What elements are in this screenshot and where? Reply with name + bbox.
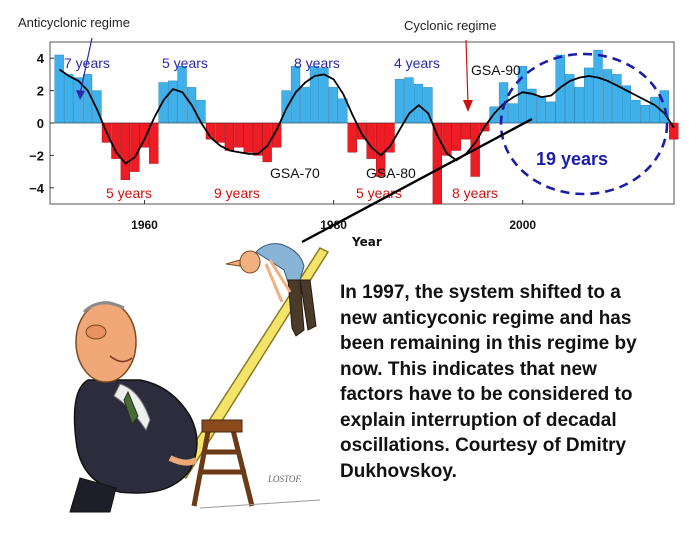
bar-2012 bbox=[631, 100, 641, 124]
shift-pointer-line bbox=[301, 117, 533, 244]
gsa-70-label: GSA-70 bbox=[270, 165, 320, 181]
bar-2009 bbox=[602, 69, 613, 124]
bar-1990 bbox=[423, 87, 433, 124]
bar-2010 bbox=[612, 74, 622, 124]
bar-1984 bbox=[366, 122, 376, 159]
ground-line bbox=[199, 499, 321, 509]
bar-1980 bbox=[328, 87, 338, 124]
bar-1959 bbox=[130, 122, 140, 172]
bar-1970 bbox=[234, 122, 244, 148]
y-tick-label: 0 bbox=[37, 116, 44, 131]
x-axis-label: Year bbox=[351, 235, 382, 249]
y-tick-label: 2 bbox=[37, 84, 44, 99]
bar-1999 bbox=[508, 103, 518, 124]
caption-line: explain interruption of decadal bbox=[340, 409, 617, 431]
bar-1961 bbox=[149, 122, 159, 164]
cyclonic-arrow bbox=[465, 39, 469, 105]
bar-2003 bbox=[546, 101, 556, 124]
seesaw-trestle bbox=[191, 425, 255, 507]
y-tick-label: 4 bbox=[37, 51, 45, 66]
anticyclonic-regime-label: Anticyclonic regime bbox=[18, 15, 130, 30]
bar-2004 bbox=[555, 54, 565, 124]
y-tick-label: −2 bbox=[29, 148, 44, 163]
cyclonic-arrowhead bbox=[463, 100, 473, 112]
bar-1994 bbox=[461, 122, 471, 140]
caption-line: now. This indicates that new bbox=[340, 358, 597, 380]
bar-1951 bbox=[54, 54, 64, 124]
y-tick-label: −4 bbox=[29, 181, 45, 196]
bar-2006 bbox=[574, 87, 584, 124]
bar-2014 bbox=[650, 96, 660, 124]
x-tick-label: 1960 bbox=[131, 218, 158, 232]
caption-line: factors have to be considered to bbox=[340, 384, 633, 405]
bar-1971 bbox=[243, 122, 253, 153]
anticyclonic-arrowhead bbox=[76, 90, 85, 100]
bar-1986 bbox=[385, 122, 395, 153]
bar-1976 bbox=[290, 66, 301, 124]
highlight-ellipse bbox=[499, 52, 669, 196]
bar-2013 bbox=[640, 104, 651, 124]
bar-1987 bbox=[394, 79, 405, 124]
big-man-figure bbox=[69, 301, 198, 513]
chart-figure: 420−2−4 196019802000 Year Anticyclonic r… bbox=[18, 15, 679, 249]
bar-1958 bbox=[120, 122, 131, 180]
smoothed-series-line bbox=[58, 68, 675, 165]
bar-1966 bbox=[196, 100, 206, 124]
bar-1952 bbox=[63, 74, 74, 124]
caption-line: Dukhovskoy. bbox=[340, 460, 457, 482]
trestle-top bbox=[201, 419, 243, 433]
bar-1992 bbox=[442, 122, 452, 156]
thin-man-figure bbox=[225, 243, 317, 337]
bar-1968 bbox=[215, 122, 225, 143]
highlight-label: 19 years bbox=[536, 149, 608, 169]
bar-1963 bbox=[167, 80, 178, 124]
caption-line: new anticyconic regime and has bbox=[340, 307, 632, 329]
gsa-80-label: GSA-80 bbox=[366, 165, 416, 181]
x-tick-label: 2000 bbox=[509, 218, 536, 232]
gsa-90-label: GSA-90 bbox=[471, 62, 521, 78]
caption-line: been remaining in this regime by bbox=[340, 333, 637, 354]
bar-2002 bbox=[536, 96, 547, 124]
caption-text: In 1997, the system shifted to a new ant… bbox=[340, 280, 680, 484]
caption-line: In 1997, the system shifted to a bbox=[340, 282, 621, 303]
period-label-top-4: 4 years bbox=[394, 55, 440, 71]
period-label-top-2: 5 years bbox=[162, 55, 208, 71]
seesaw-cartoon: LOSTOF. bbox=[69, 243, 330, 513]
bar-1989 bbox=[413, 83, 424, 124]
bar-1982 bbox=[347, 122, 357, 153]
period-label-bottom-2: 9 years bbox=[214, 185, 260, 201]
bar-1969 bbox=[224, 122, 234, 151]
bar-1954 bbox=[82, 74, 93, 124]
caption-line: oscillations. Courtesy of Dmitry bbox=[340, 435, 627, 456]
bar-1988 bbox=[404, 77, 414, 124]
period-label-top-3: 8 years bbox=[294, 55, 340, 71]
cyclonic-regime-label: Cyclonic regime bbox=[404, 18, 496, 33]
y-axis: 4 2 0 −2 −4 bbox=[29, 51, 54, 196]
bar-2008 bbox=[593, 49, 603, 124]
bar-1977 bbox=[300, 87, 310, 124]
period-label-top-1: 7 years bbox=[64, 55, 110, 71]
period-label-bottom-4: 8 years bbox=[452, 185, 498, 201]
bar-2016 bbox=[669, 122, 679, 140]
bar-1993 bbox=[451, 122, 461, 151]
period-label-bottom-3: 5 years bbox=[356, 185, 402, 201]
anticyclonic-arrow bbox=[79, 37, 93, 95]
cartoon-signature: LOSTOF. bbox=[267, 474, 302, 484]
period-label-bottom-1: 5 years bbox=[106, 185, 152, 201]
